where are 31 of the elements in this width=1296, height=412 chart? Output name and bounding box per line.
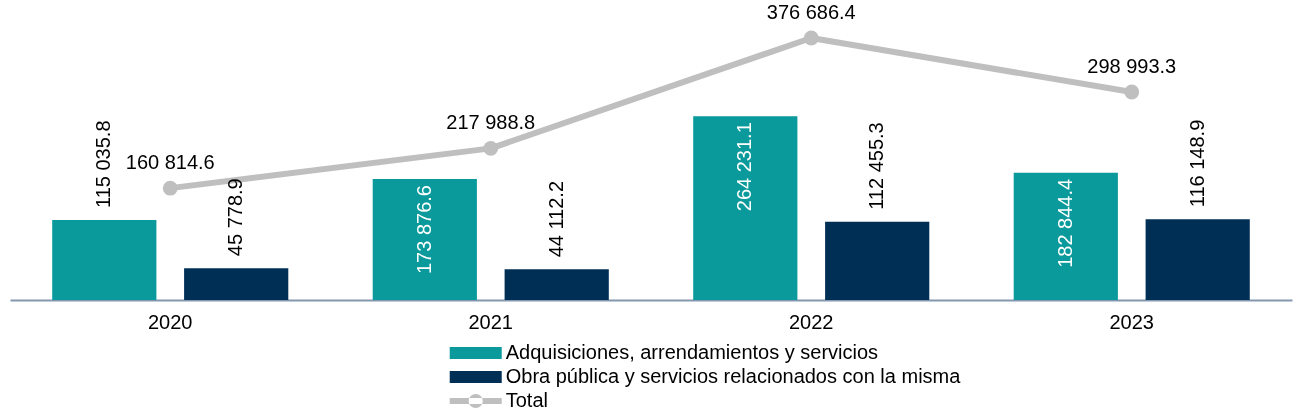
data-label: 264 231.1 (733, 122, 756, 212)
bar (184, 268, 289, 300)
bar (504, 269, 609, 300)
x-tick-label: 2022 (789, 310, 834, 333)
data-label: 376 686.4 (766, 1, 856, 23)
data-label: 160 814.6 (125, 151, 215, 174)
bar (825, 221, 930, 300)
bar (693, 116, 798, 300)
bar (372, 179, 477, 300)
data-label: 116 148.9 (1185, 119, 1208, 208)
bar (1013, 172, 1118, 300)
x-tick-label: 2020 (148, 310, 193, 333)
data-label: 217 988.8 (446, 111, 536, 134)
point (1124, 84, 1140, 100)
data-label: 44 112.2 (544, 180, 567, 258)
point (483, 140, 499, 156)
bar (1145, 219, 1250, 300)
point (162, 180, 178, 196)
x-tick-label: 2021 (468, 310, 513, 333)
data-label: 115 035.8 (92, 120, 115, 208)
legend-label: Total (505, 389, 548, 411)
point (803, 30, 819, 46)
legend-label: Adquisiciones, arrendamientos y servicios (505, 341, 879, 363)
legend-label: Obra pública y servicios relacionados con la misma (505, 365, 962, 387)
data-label: 173 876.6 (412, 185, 435, 275)
data-label: 112 455.3 (865, 122, 888, 210)
bar (52, 219, 157, 300)
data-label: 298 993.3 (1087, 55, 1177, 78)
x-tick-label: 2023 (1109, 310, 1154, 333)
data-label: 45 778.9 (224, 178, 247, 257)
data-label: 182 844.4 (1053, 178, 1076, 268)
